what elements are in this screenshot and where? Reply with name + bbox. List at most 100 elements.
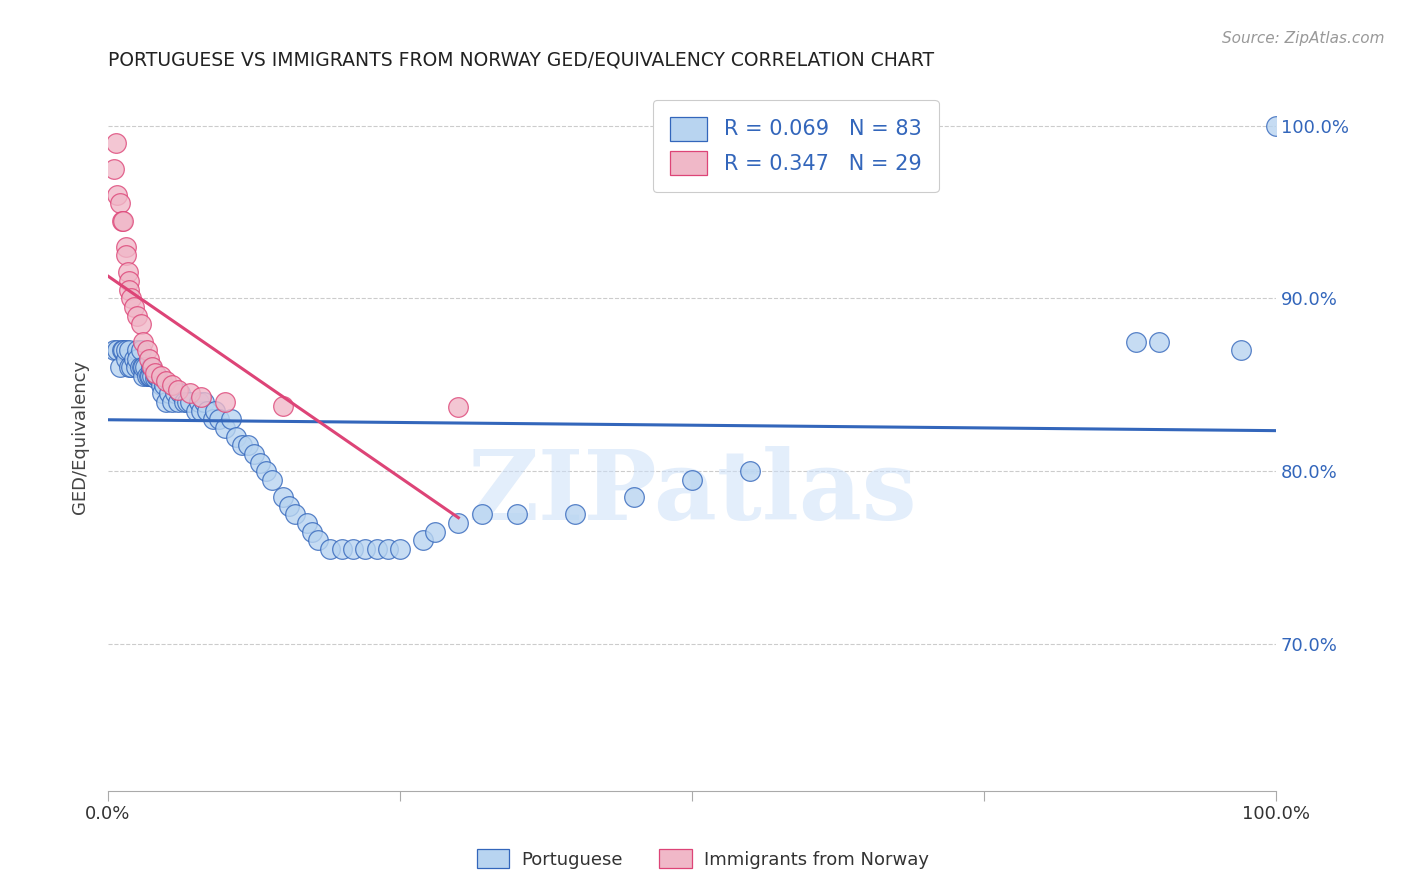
Point [146, 369, 169, 384]
Point [423, 524, 446, 539]
Point [740, 464, 762, 478]
Point [169, 386, 191, 401]
Point [271, 399, 294, 413]
Point [108, 360, 131, 375]
Point [128, 360, 150, 375]
Point [681, 473, 703, 487]
Point [120, 291, 142, 305]
Text: Source: ZipAtlas.com: Source: ZipAtlas.com [1222, 31, 1385, 46]
Point [204, 403, 226, 417]
Point [111, 343, 134, 358]
Point [143, 366, 166, 380]
Point [127, 343, 149, 358]
Point [284, 508, 307, 522]
Point [149, 377, 172, 392]
Point [330, 541, 353, 556]
Point [193, 395, 215, 409]
Point [202, 412, 225, 426]
Legend: R = 0.069   N = 83, R = 0.347   N = 29: R = 0.069 N = 83, R = 0.347 N = 29 [654, 100, 939, 192]
Point [114, 239, 136, 253]
Point [1125, 334, 1147, 349]
Point [377, 541, 399, 556]
Point [295, 516, 318, 530]
Point [188, 395, 211, 409]
Point [214, 421, 236, 435]
Point [122, 300, 145, 314]
Point [236, 438, 259, 452]
Point [105, 343, 128, 358]
Point [260, 473, 283, 487]
Point [135, 343, 157, 358]
Point [412, 533, 434, 548]
Legend: Portuguese, Immigrants from Norway: Portuguese, Immigrants from Norway [470, 842, 936, 876]
Point [129, 318, 152, 332]
Point [278, 499, 301, 513]
Point [103, 343, 125, 358]
Point [167, 383, 190, 397]
Point [179, 395, 201, 409]
Point [141, 369, 163, 384]
Point [208, 412, 231, 426]
Point [132, 360, 155, 375]
Point [160, 377, 183, 392]
Point [1147, 334, 1170, 349]
Point [176, 395, 198, 409]
Point [118, 360, 141, 375]
Point [231, 438, 253, 452]
Point [342, 541, 364, 556]
Point [447, 401, 470, 415]
Point [163, 386, 186, 401]
Point [319, 541, 342, 556]
Point [105, 187, 128, 202]
Point [471, 508, 494, 522]
Point [114, 343, 136, 358]
Point [150, 386, 173, 401]
Point [131, 360, 153, 375]
Point [132, 334, 155, 349]
Point [506, 508, 529, 522]
Point [125, 360, 148, 375]
Point [214, 395, 236, 409]
Point [160, 395, 183, 409]
Text: ZIPatlas: ZIPatlas [467, 446, 917, 541]
Point [141, 360, 163, 375]
Point [173, 395, 195, 409]
Point [354, 541, 377, 556]
Point [112, 343, 135, 358]
Point [143, 371, 166, 385]
Point [114, 351, 136, 366]
Point [105, 136, 128, 150]
Y-axis label: GED/Equivalency: GED/Equivalency [72, 359, 89, 514]
Point [153, 377, 176, 392]
Point [118, 343, 141, 358]
Point [108, 196, 131, 211]
Point [388, 541, 411, 556]
Point [184, 403, 207, 417]
Point [254, 464, 277, 478]
Point [564, 508, 586, 522]
Point [111, 213, 134, 227]
Point [127, 351, 149, 366]
Point [138, 351, 160, 366]
Point [307, 533, 329, 548]
Point [135, 369, 157, 384]
Point [1230, 343, 1253, 358]
Point [138, 369, 160, 384]
Point [127, 309, 149, 323]
Point [243, 447, 266, 461]
Point [157, 386, 180, 401]
Point [219, 412, 242, 426]
Text: PORTUGUESE VS IMMIGRANTS FROM NORWAY GED/EQUIVALENCY CORRELATION CHART: PORTUGUESE VS IMMIGRANTS FROM NORWAY GED… [108, 51, 934, 70]
Point [149, 369, 172, 384]
Point [249, 456, 271, 470]
Point [132, 369, 155, 384]
Point [117, 265, 139, 279]
Point [195, 403, 218, 417]
Point [225, 429, 247, 443]
Point [120, 360, 142, 375]
Point [190, 390, 212, 404]
Point [114, 248, 136, 262]
Point [623, 490, 645, 504]
Point [129, 343, 152, 358]
Point [139, 369, 162, 384]
